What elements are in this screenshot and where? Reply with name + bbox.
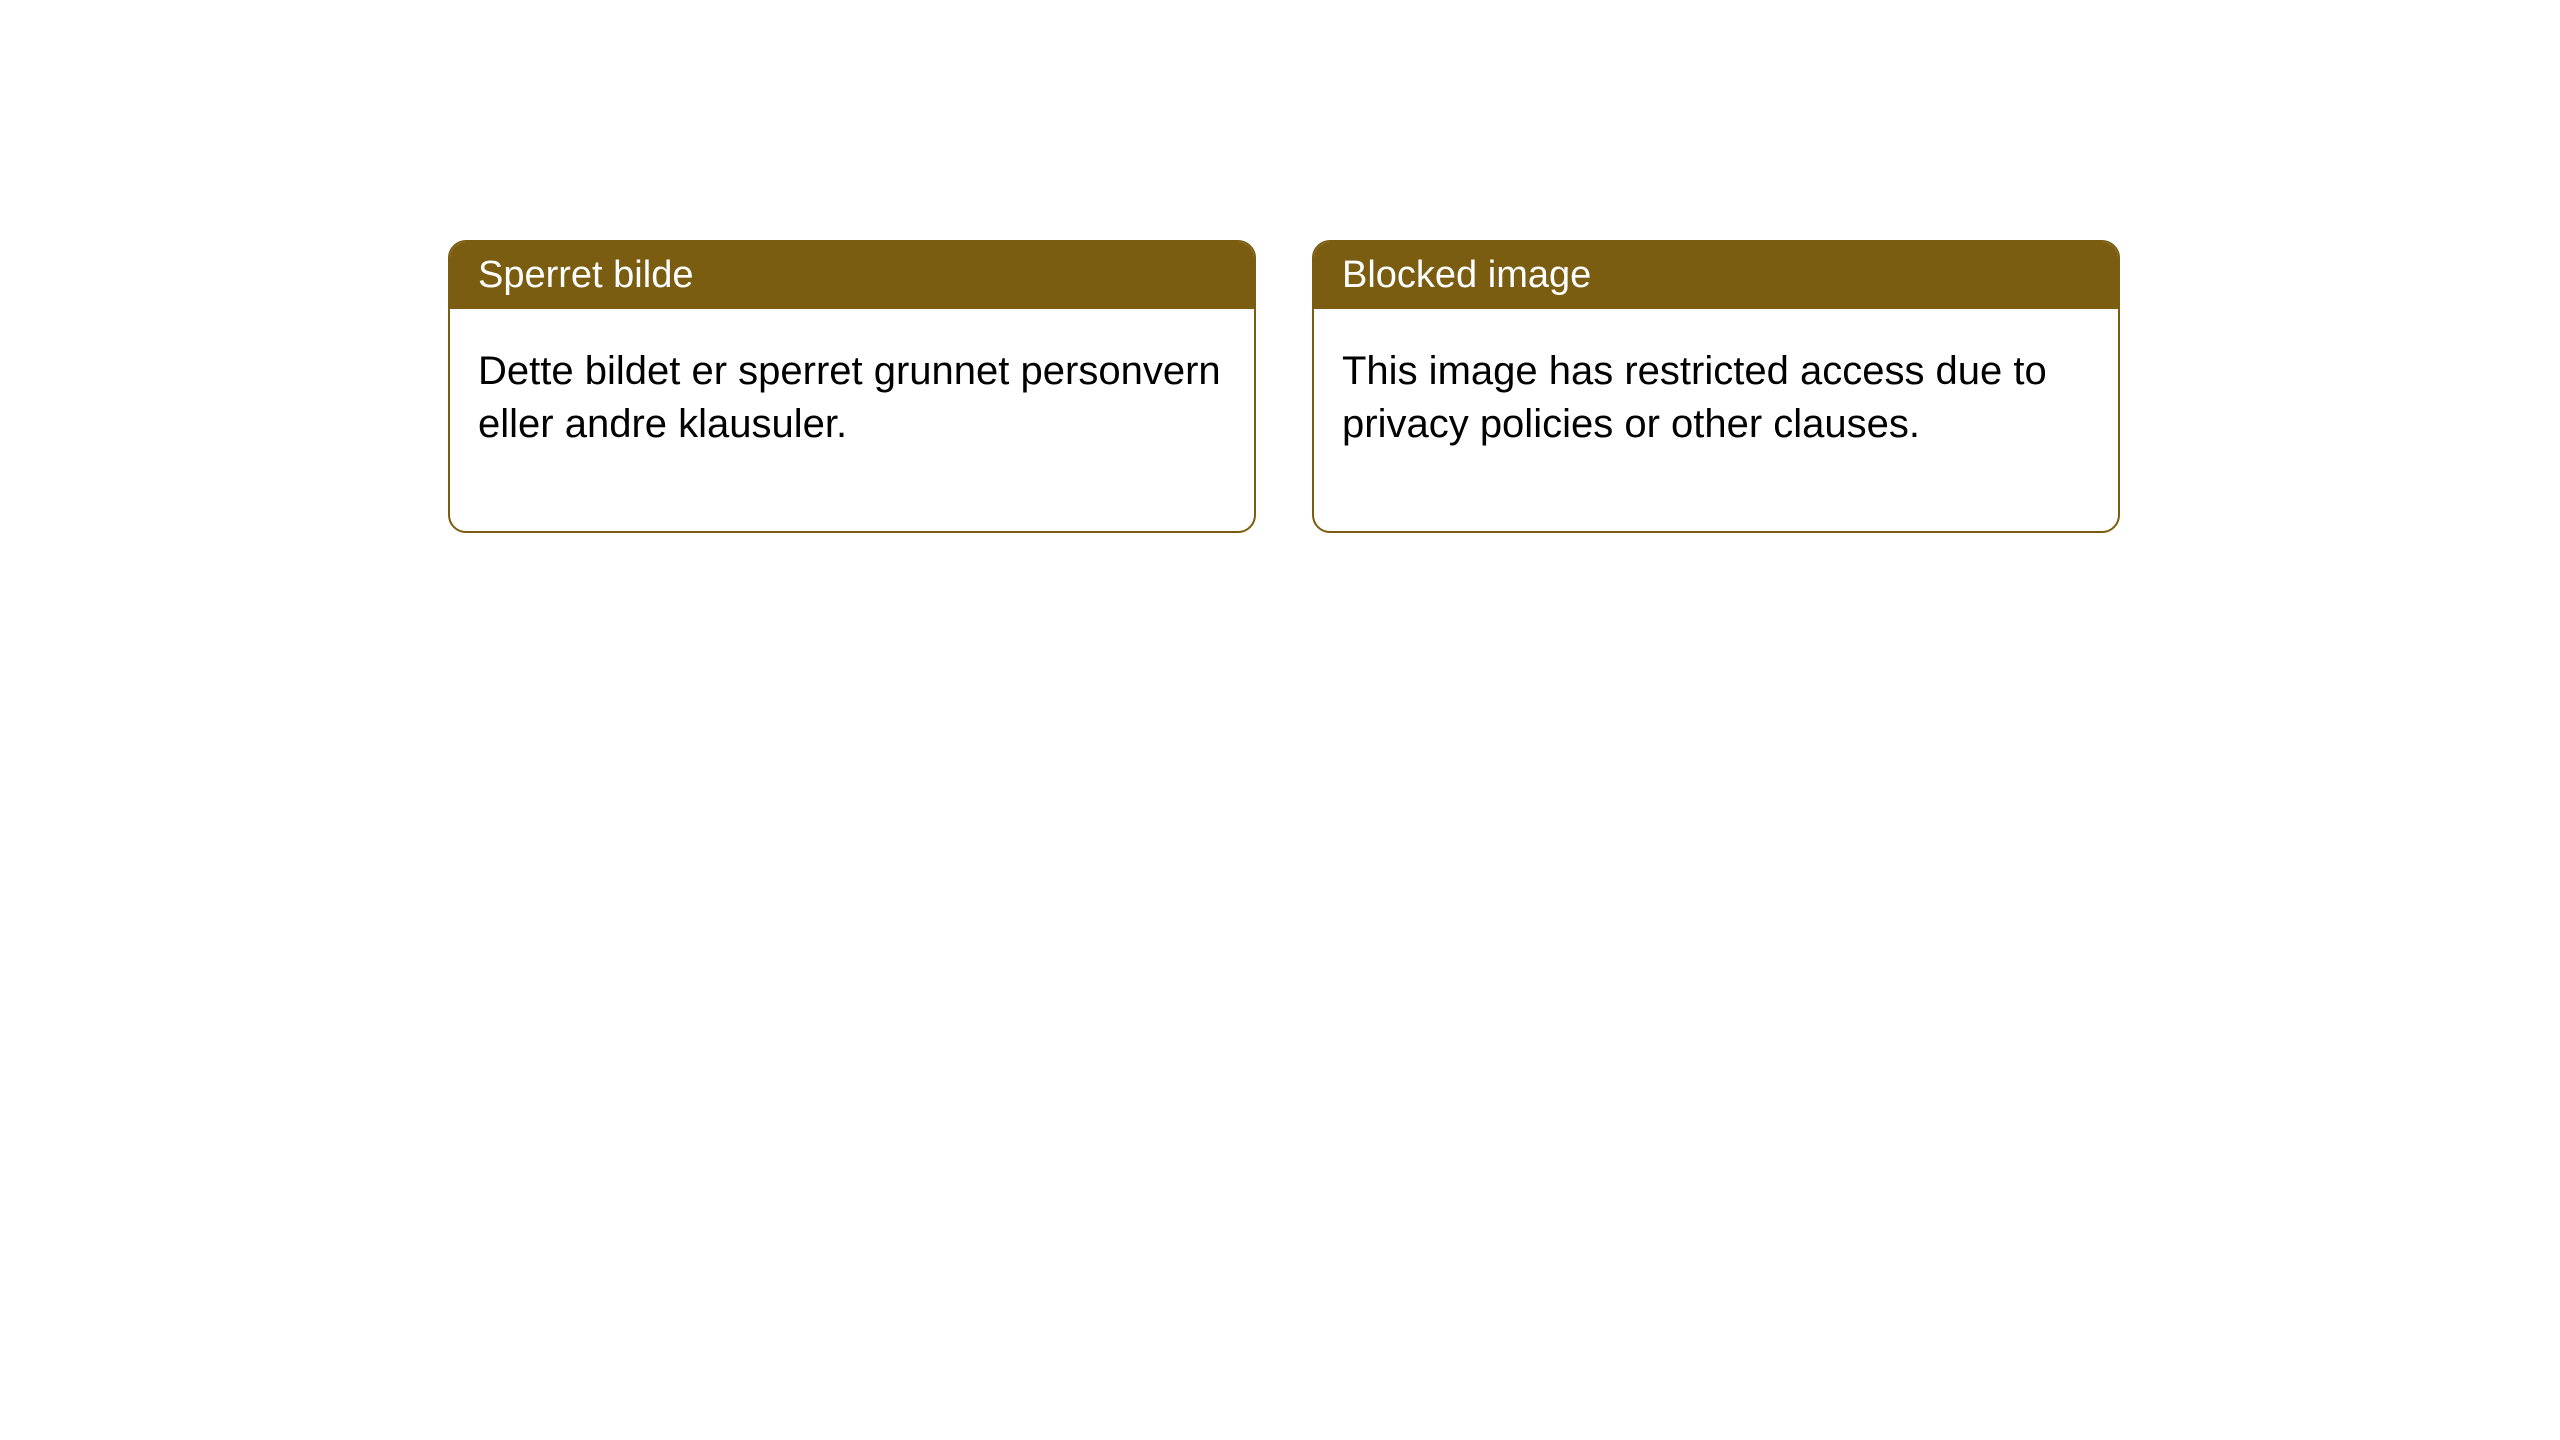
notice-card-norwegian: Sperret bilde Dette bildet er sperret gr… xyxy=(448,240,1256,533)
card-body: Dette bildet er sperret grunnet personve… xyxy=(450,309,1254,531)
card-body-text: This image has restricted access due to … xyxy=(1342,349,2047,446)
card-body-text: Dette bildet er sperret grunnet personve… xyxy=(478,349,1221,446)
card-title: Sperret bilde xyxy=(478,254,693,296)
card-header: Sperret bilde xyxy=(450,242,1254,309)
card-title: Blocked image xyxy=(1342,254,1591,296)
card-header: Blocked image xyxy=(1314,242,2118,309)
card-body: This image has restricted access due to … xyxy=(1314,309,2118,531)
notice-cards-container: Sperret bilde Dette bildet er sperret gr… xyxy=(448,240,2120,533)
notice-card-english: Blocked image This image has restricted … xyxy=(1312,240,2120,533)
